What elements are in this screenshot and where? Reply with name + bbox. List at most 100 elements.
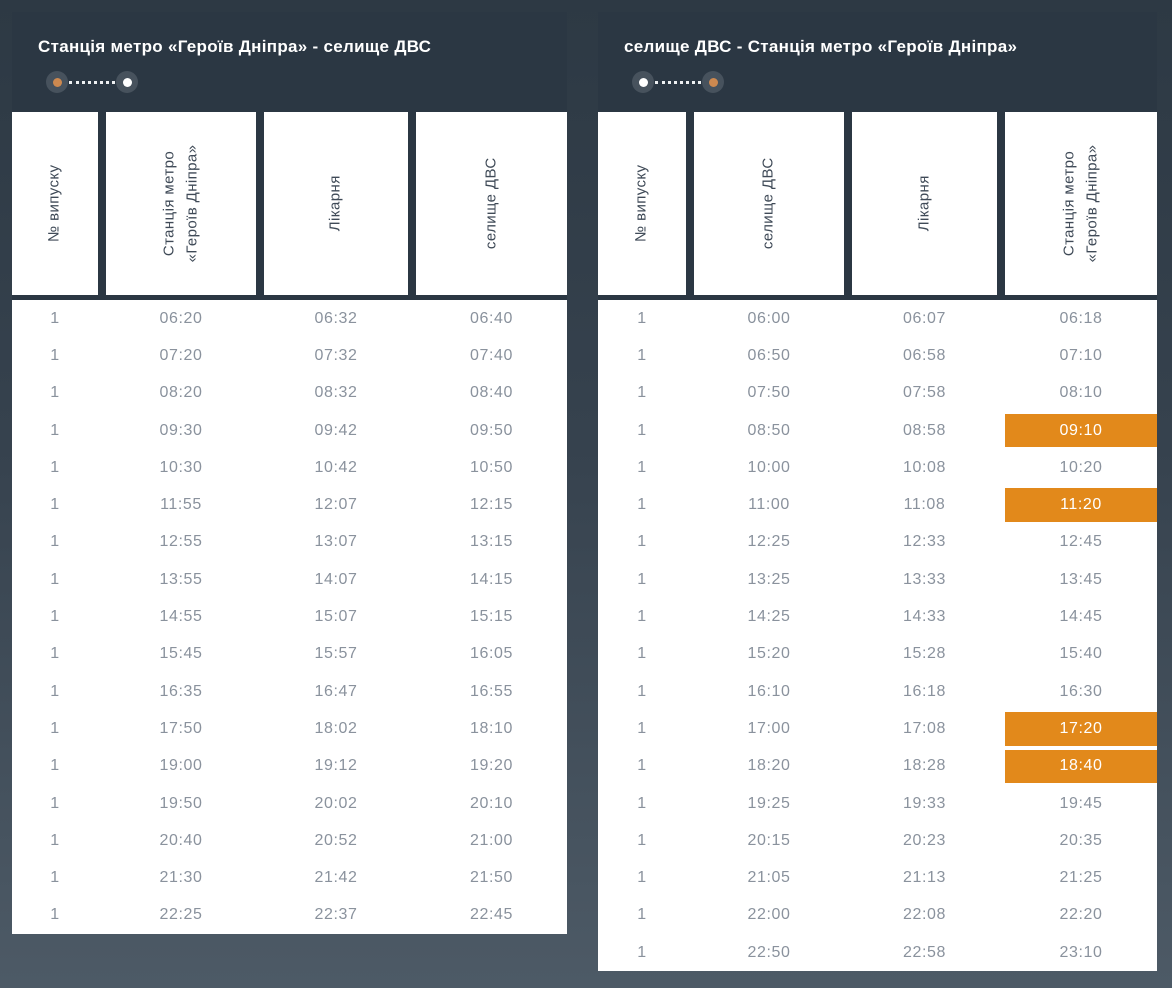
time-cell: 13:25 (747, 570, 791, 588)
col-header-label: № випуску (45, 164, 63, 243)
time-cell: 21:00 (469, 831, 514, 849)
time-cell: 16:55 (469, 682, 514, 700)
highlighted-time-cell: 17:20 (1005, 710, 1157, 748)
trip-number-cell: 1 (637, 757, 647, 775)
time-cell: 08:10 (1059, 384, 1103, 402)
time-cell: 22:25 (159, 906, 203, 924)
time-cell: 20:35 (1059, 831, 1103, 849)
time-cell: 20:02 (314, 794, 358, 812)
trip-number-cell: 1 (637, 645, 647, 663)
time-cell: 12:33 (902, 533, 947, 551)
col-header-label: Станція метро «Героїв Дніпра» (1060, 144, 1101, 263)
time-cell: 18:02 (314, 719, 358, 737)
time-cell: 21:13 (902, 869, 947, 887)
time-cell: 09:30 (159, 421, 203, 439)
time-cell: 17:50 (159, 719, 203, 737)
timetable-row: 1 11:55 12:07 12:15 (12, 486, 567, 524)
timetable-row: 1 12:25 12:33 12:45 (598, 523, 1157, 562)
timetable-row: 1 16:10 16:18 16:30 (598, 672, 1157, 711)
timetable-row: 1 11:00 11:08 11:20 (598, 486, 1157, 524)
time-cell: 22:37 (314, 906, 358, 924)
time-cell: 06:18 (1059, 309, 1103, 327)
route-title: Станція метро «Героїв Дніпра» - селище Д… (38, 37, 432, 56)
trip-number-cell: 1 (637, 719, 647, 737)
col-header-stop-metro: Станція метро «Героїв Дніпра» (1005, 112, 1157, 295)
time-cell: 20:52 (314, 831, 358, 849)
trip-number-cell: 1 (50, 906, 60, 924)
time-cell: 12:45 (1059, 533, 1103, 551)
time-cell: 19:12 (314, 757, 358, 775)
trip-number-cell: 1 (637, 831, 647, 849)
timetable-row: 1 08:50 08:58 09:10 (598, 411, 1157, 450)
trip-number-cell: 1 (50, 869, 60, 887)
route-end-dot-icon (702, 71, 724, 93)
timetable-row: 1 22:00 22:08 22:20 (598, 896, 1157, 935)
time-cell: 17:00 (747, 719, 791, 737)
timetable-row: 1 06:20 06:32 06:40 (12, 300, 567, 338)
time-cell: 11:08 (903, 496, 946, 514)
col-header-label: Лікарня (326, 175, 344, 232)
timetable-row: 1 16:35 16:47 16:55 (12, 672, 567, 711)
time-cell: 14:15 (469, 570, 514, 588)
time-cell: 13:45 (1059, 570, 1103, 588)
timetable-row: 1 15:20 15:28 15:40 (598, 635, 1157, 673)
time-cell: 19:50 (159, 794, 203, 812)
time-cell: 06:32 (314, 309, 358, 327)
trip-number-cell: 1 (637, 458, 647, 476)
timetable-row: 1 19:25 19:33 19:45 (598, 784, 1157, 823)
timetable-body: 1 06:20 06:32 06:40 1 07:20 07:32 07:40 1 08:20 08… (12, 300, 567, 935)
time-cell: 07:10 (1059, 346, 1103, 364)
col-header-trip-number: № випуску (598, 112, 686, 295)
timetable-card-outbound: Станція метро «Героїв Дніпра» - селище Д… (12, 12, 567, 935)
trip-number-cell: 1 (50, 831, 60, 849)
col-header-trip-number: № випуску (12, 112, 98, 295)
time-cell: 07:58 (902, 384, 947, 402)
timetable-row: 1 21:05 21:13 21:25 (598, 859, 1157, 897)
trip-number-cell: 1 (637, 943, 647, 961)
time-cell: 18:10 (469, 719, 514, 737)
trip-number-cell: 1 (50, 458, 60, 476)
time-cell: 15:28 (902, 645, 947, 663)
time-cell: 08:32 (314, 384, 358, 402)
trip-number-cell: 1 (50, 496, 60, 514)
time-cell: 09:50 (469, 421, 514, 439)
time-cell: 10:42 (314, 458, 358, 476)
timetable-row: 1 18:20 18:28 18:40 (598, 747, 1157, 785)
time-cell: 13:07 (314, 533, 358, 551)
time-cell: 22:20 (1059, 906, 1103, 924)
time-cell: 10:20 (1059, 458, 1103, 476)
route-direction-indicator (46, 71, 567, 93)
time-cell: 06:58 (902, 346, 947, 364)
col-header-stop-dvs: селище ДВС (416, 112, 567, 295)
time-cell: 22:50 (747, 943, 791, 961)
time-cell: 21:30 (159, 869, 203, 887)
trip-number-cell: 1 (50, 682, 60, 700)
route-title: селище ДВС - Станція метро «Героїв Дніпр… (624, 37, 1018, 56)
timetable-row: 1 22:25 22:37 22:45 (12, 896, 567, 935)
timetable-row: 1 07:20 07:32 07:40 (12, 337, 567, 375)
col-header-label: Лікарня (915, 175, 933, 232)
orange-dot-icon (52, 77, 62, 87)
time-cell: 12:55 (159, 533, 203, 551)
timetable-row: 1 09:30 09:42 09:50 (12, 411, 567, 450)
time-cell: 14:55 (159, 608, 203, 626)
time-cell: 07:50 (747, 384, 791, 402)
time-cell: 14:45 (1059, 608, 1103, 626)
column-headers: № випуску Станція метро «Героїв Дніпра» … (12, 108, 567, 300)
col-header-stop-hospital: Лікарня (264, 112, 408, 295)
time-cell: 08:40 (469, 384, 514, 402)
time-cell: 22:58 (902, 943, 947, 961)
trip-number-cell: 1 (637, 309, 647, 327)
time-cell: 09:42 (314, 421, 358, 439)
route-dashes-icon (655, 80, 701, 84)
trip-number-cell: 1 (637, 421, 647, 439)
col-header-stop-metro: Станція метро «Героїв Дніпра» (106, 112, 256, 295)
timetable-body: 1 06:00 06:07 06:18 1 06:50 06:58 07:10 1 07:50 07… (598, 300, 1157, 972)
time-cell: 14:25 (747, 608, 791, 626)
time-cell: 06:00 (747, 309, 791, 327)
trip-number-cell: 1 (637, 869, 647, 887)
trip-number-cell: 1 (637, 384, 647, 402)
timetable-row: 1 10:00 10:08 10:20 (598, 449, 1157, 487)
time-cell: 15:57 (314, 645, 358, 663)
